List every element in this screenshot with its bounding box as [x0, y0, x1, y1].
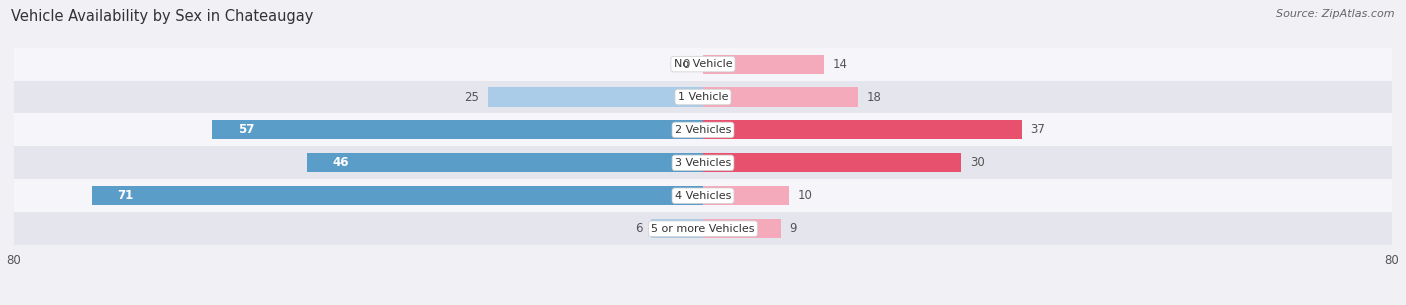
Text: 14: 14 — [832, 58, 848, 70]
Bar — [703, 219, 780, 238]
Text: 57: 57 — [238, 124, 254, 136]
Bar — [703, 88, 858, 106]
Text: 10: 10 — [797, 189, 813, 202]
Text: 3 Vehicles: 3 Vehicles — [675, 158, 731, 168]
Text: No Vehicle: No Vehicle — [673, 59, 733, 69]
Bar — [14, 212, 1392, 245]
Bar — [14, 81, 1392, 113]
Text: 30: 30 — [970, 156, 984, 169]
Text: Source: ZipAtlas.com: Source: ZipAtlas.com — [1277, 9, 1395, 19]
Bar — [14, 48, 1392, 81]
Bar — [14, 179, 1392, 212]
Text: 37: 37 — [1031, 124, 1045, 136]
Bar — [703, 186, 789, 205]
Text: 46: 46 — [333, 156, 349, 169]
Bar — [703, 120, 1022, 139]
Text: 6: 6 — [636, 222, 643, 235]
Text: 9: 9 — [789, 222, 797, 235]
Bar — [91, 186, 703, 205]
Text: 71: 71 — [117, 189, 134, 202]
Bar — [703, 153, 962, 172]
Bar — [212, 120, 703, 139]
Text: 25: 25 — [464, 91, 479, 103]
Text: 1 Vehicle: 1 Vehicle — [678, 92, 728, 102]
Bar — [14, 146, 1392, 179]
Text: 4 Vehicles: 4 Vehicles — [675, 191, 731, 201]
Bar — [651, 219, 703, 238]
Bar — [488, 88, 703, 106]
Bar — [14, 113, 1392, 146]
Text: 2 Vehicles: 2 Vehicles — [675, 125, 731, 135]
Text: 5 or more Vehicles: 5 or more Vehicles — [651, 224, 755, 234]
Text: 18: 18 — [866, 91, 882, 103]
Bar — [703, 55, 824, 74]
Bar — [307, 153, 703, 172]
Text: 0: 0 — [683, 58, 690, 70]
Text: Vehicle Availability by Sex in Chateaugay: Vehicle Availability by Sex in Chateauga… — [11, 9, 314, 24]
